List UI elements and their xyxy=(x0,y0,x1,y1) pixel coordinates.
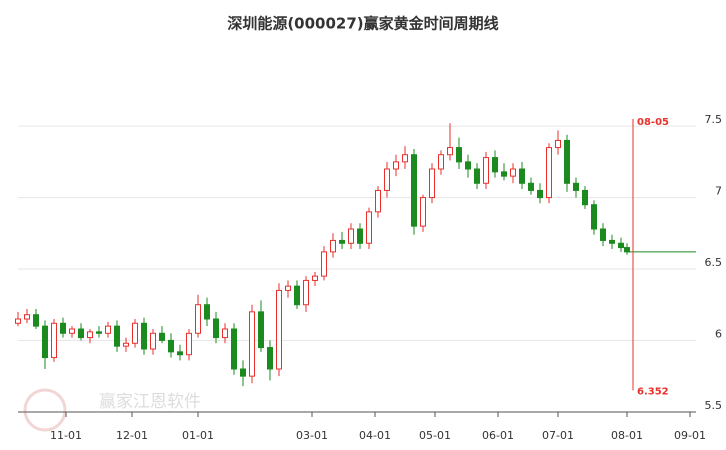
candle-body xyxy=(402,154,408,163)
x-tick-label: 12-01 xyxy=(116,429,148,442)
candle-body xyxy=(159,332,165,341)
candle-body xyxy=(258,311,264,349)
candle-body xyxy=(123,342,129,347)
y-tick-label: 7.5 xyxy=(705,113,723,126)
candle-body xyxy=(501,171,507,177)
candle-body xyxy=(384,168,390,191)
x-tick-label: 06-01 xyxy=(482,429,514,442)
candle-body xyxy=(510,168,516,177)
candle-body xyxy=(366,211,372,244)
candle-body xyxy=(231,328,237,370)
candle-body xyxy=(150,332,156,350)
x-tick-label: 05-01 xyxy=(419,429,451,442)
candle-body xyxy=(483,157,489,184)
candle-body xyxy=(78,328,84,339)
candle-body xyxy=(330,239,336,253)
candle-body xyxy=(375,189,381,213)
candle-body xyxy=(393,161,399,170)
candle-body xyxy=(348,228,354,244)
candle-body xyxy=(240,368,246,377)
candle-body xyxy=(96,331,102,334)
candle-body xyxy=(42,325,48,359)
candle-body xyxy=(546,147,552,199)
x-tick-label: 01-01 xyxy=(182,429,214,442)
candle-body xyxy=(15,318,21,324)
y-tick-label: 6 xyxy=(715,327,722,340)
candle-body xyxy=(465,161,471,170)
candle-body xyxy=(537,189,543,199)
candle-body xyxy=(519,168,525,184)
x-tick-label: 03-01 xyxy=(296,429,328,442)
candle-body xyxy=(294,285,300,306)
x-tick-label: 07-01 xyxy=(542,429,574,442)
y-tick-label: 6.5 xyxy=(705,256,723,269)
candle-body xyxy=(429,168,435,199)
candle-body xyxy=(438,154,444,170)
candle-body xyxy=(555,139,561,149)
candle-body xyxy=(591,204,597,230)
candle-body xyxy=(249,311,255,377)
candle-body xyxy=(528,182,534,191)
candle-body xyxy=(33,314,39,327)
candle-body xyxy=(618,242,624,249)
candle-body xyxy=(132,322,138,344)
candle-body xyxy=(168,339,174,353)
y-tick-label: 5.5 xyxy=(705,399,723,412)
candle-body xyxy=(420,197,426,227)
watermark: 赢家江恩软件 xyxy=(99,392,201,412)
candle-body xyxy=(609,239,615,244)
candle-body xyxy=(87,331,93,339)
candle-body xyxy=(285,285,291,291)
candle-body xyxy=(456,147,462,163)
candle-body xyxy=(213,318,219,339)
candle-body xyxy=(114,325,120,347)
candle-body xyxy=(582,189,588,206)
watermark-logo xyxy=(23,388,67,432)
candle-body xyxy=(51,322,57,359)
candle-body xyxy=(492,157,498,173)
candle-body xyxy=(411,154,417,227)
candle-body xyxy=(186,332,192,356)
candle-body xyxy=(60,322,66,334)
candle-body xyxy=(69,328,75,334)
x-tick-label: 11-01 xyxy=(50,429,82,442)
candle-body xyxy=(339,239,345,244)
candle-body xyxy=(321,251,327,277)
candle-body xyxy=(357,228,363,244)
marker-label: 08-05 xyxy=(637,117,669,128)
candle-body xyxy=(600,228,606,241)
candle-body xyxy=(222,328,228,339)
candle-body xyxy=(573,182,579,191)
candle-body xyxy=(564,139,570,184)
candle-body xyxy=(105,325,111,334)
candle-body xyxy=(312,275,318,281)
x-tick-label: 09-01 xyxy=(674,429,706,442)
candle-body xyxy=(303,279,309,306)
candle-body xyxy=(24,314,30,320)
candle-body xyxy=(141,322,147,350)
candle-body xyxy=(204,304,210,320)
candle-body xyxy=(474,168,480,184)
candle-body xyxy=(624,247,630,253)
candle-body xyxy=(267,347,273,370)
x-tick-label: 08-01 xyxy=(611,429,643,442)
candle-body xyxy=(195,304,201,334)
y-tick-label: 7 xyxy=(715,185,722,198)
marker-label: 6.352 xyxy=(637,386,669,397)
candle-body xyxy=(447,147,453,156)
chart-title: 深圳能源(000027)赢家黄金时间周期线 xyxy=(227,15,498,33)
candle-body xyxy=(276,289,282,370)
candle-body xyxy=(177,351,183,356)
x-tick-label: 04-01 xyxy=(359,429,391,442)
